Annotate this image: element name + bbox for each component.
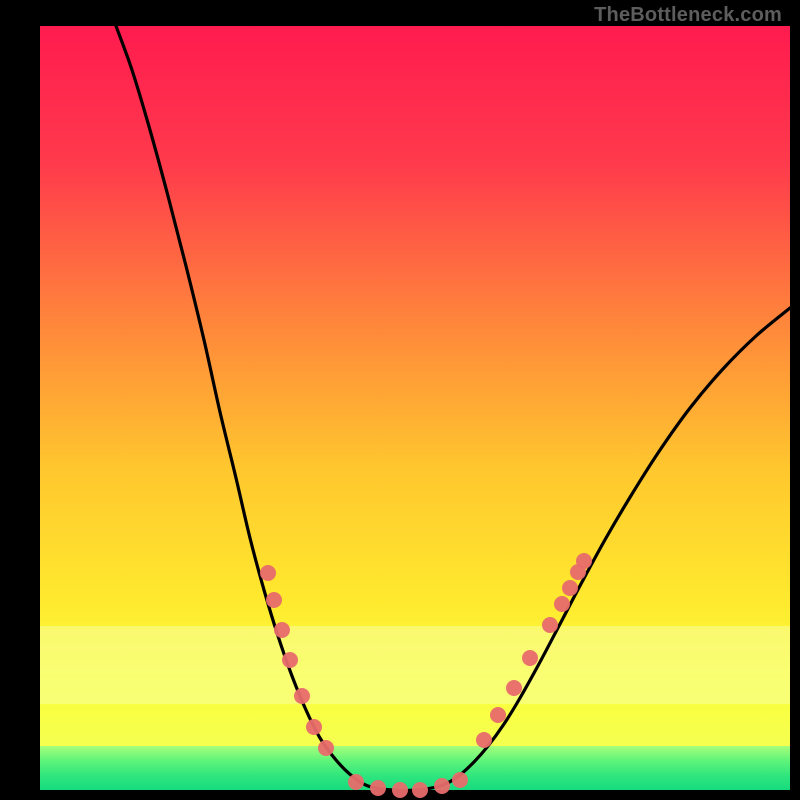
scatter-marker — [542, 617, 558, 633]
scatter-marker — [274, 622, 290, 638]
scatter-marker — [434, 778, 450, 794]
scatter-marker — [576, 553, 592, 569]
curve-layer — [0, 0, 800, 800]
scatter-marker — [306, 719, 322, 735]
scatter-marker — [392, 782, 408, 798]
scatter-marker — [412, 782, 428, 798]
scatter-marker — [490, 707, 506, 723]
scatter-marker — [554, 596, 570, 612]
scatter-marker — [562, 580, 578, 596]
scatter-marker — [348, 774, 364, 790]
scatter-marker — [318, 740, 334, 756]
scatter-marker — [476, 732, 492, 748]
scatter-marker — [452, 772, 468, 788]
scatter-marker — [294, 688, 310, 704]
scatter-marker — [522, 650, 538, 666]
scatter-marker — [282, 652, 298, 668]
scatter-marker — [266, 592, 282, 608]
watermark-text: TheBottleneck.com — [594, 4, 782, 27]
chart-stage: { "watermark": { "text": "TheBottleneck.… — [0, 0, 800, 800]
scatter-markers — [260, 553, 592, 798]
v-curve — [116, 26, 790, 791]
scatter-marker — [260, 565, 276, 581]
scatter-marker — [506, 680, 522, 696]
scatter-marker — [370, 780, 386, 796]
